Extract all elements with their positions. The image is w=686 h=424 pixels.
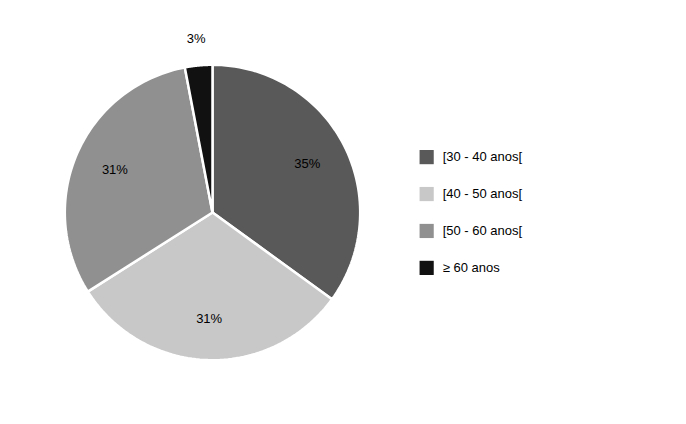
svg-text:31%: 31% [196,311,222,326]
svg-text:[30 - 40 anos[: [30 - 40 anos[ [443,149,523,164]
svg-text:[50 - 60 anos[: [50 - 60 anos[ [443,223,523,238]
svg-text:35%: 35% [294,156,320,171]
svg-text:[40 - 50 anos[: [40 - 50 anos[ [443,186,523,201]
svg-text:3%: 3% [187,31,206,46]
svg-text:31%: 31% [102,162,128,177]
svg-text:≥ 60 anos: ≥ 60 anos [443,260,501,275]
